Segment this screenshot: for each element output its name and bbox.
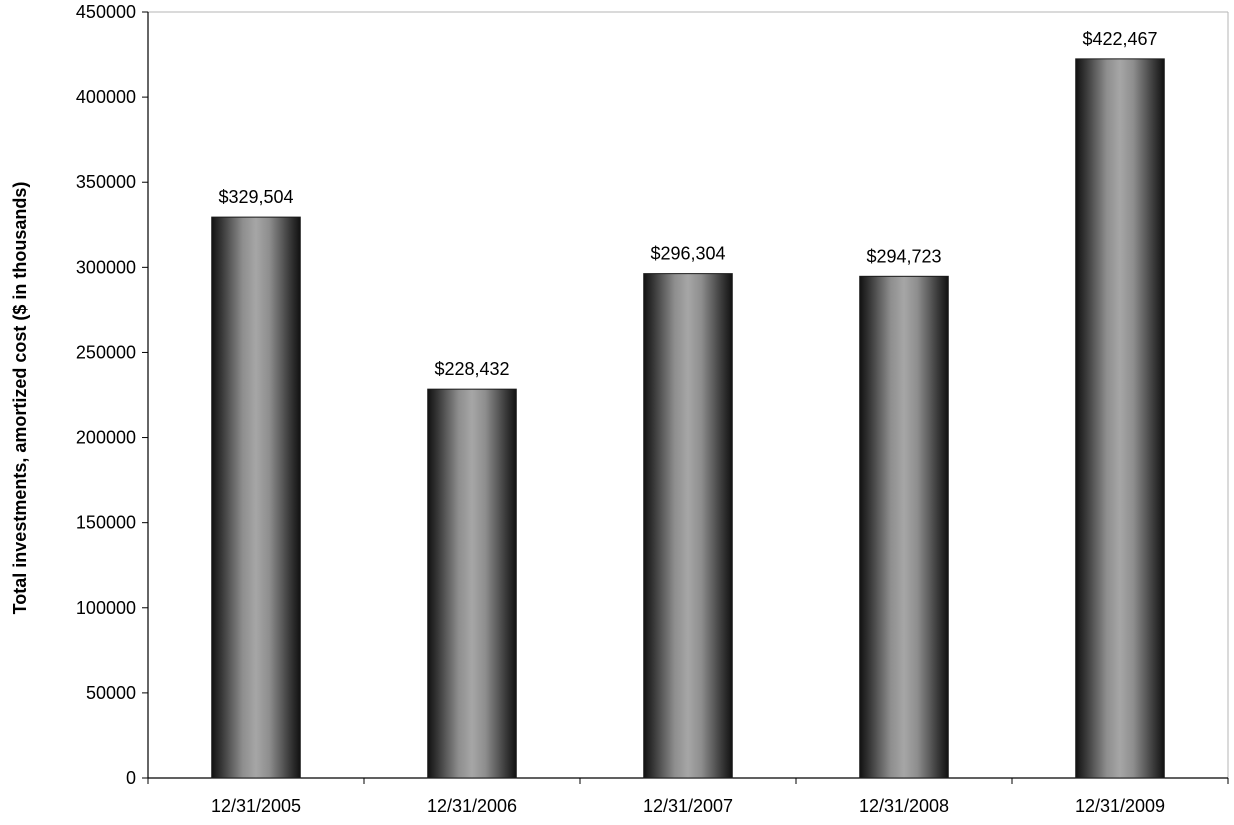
y-tick-label: 300000 bbox=[76, 257, 136, 277]
bar-value-label: $422,467 bbox=[1082, 29, 1157, 49]
x-tick-label: 12/31/2006 bbox=[427, 796, 517, 816]
bar-value-label: $296,304 bbox=[650, 244, 725, 264]
x-tick-label: 12/31/2005 bbox=[211, 796, 301, 816]
y-tick-label: 0 bbox=[126, 768, 136, 788]
x-tick-label: 12/31/2009 bbox=[1075, 796, 1165, 816]
y-axis-ticks: 0 50000 100000 150000 200000 250000 300000 3500… bbox=[76, 2, 148, 788]
data-labels: $329,504 $228,432 $296,304 $294,723 $422,467 bbox=[218, 29, 1157, 379]
y-tick-label: 150000 bbox=[76, 513, 136, 533]
y-tick-label: 350000 bbox=[76, 172, 136, 192]
x-tick-label: 12/31/2008 bbox=[859, 796, 949, 816]
y-tick-label: 250000 bbox=[76, 342, 136, 362]
bar-value-label: $228,432 bbox=[434, 359, 509, 379]
x-axis-ticks: 12/31/2005 12/31/2006 12/31/2007 12/31/2008… bbox=[147, 778, 1229, 816]
y-tick-label: 200000 bbox=[76, 428, 136, 448]
x-tick-label: 12/31/2007 bbox=[643, 796, 733, 816]
bar-3 bbox=[643, 273, 733, 779]
bar-1 bbox=[211, 216, 301, 779]
bar-5 bbox=[1075, 58, 1165, 779]
y-tick-label: 50000 bbox=[86, 683, 136, 703]
bar-2 bbox=[427, 388, 517, 779]
bar-value-label: $294,723 bbox=[866, 246, 941, 266]
y-axis-label: Total investments, amortized cost ($ in … bbox=[10, 182, 30, 615]
bar-value-label: $329,504 bbox=[218, 187, 293, 207]
y-tick-label: 100000 bbox=[76, 598, 136, 618]
y-tick-label: 400000 bbox=[76, 87, 136, 107]
y-tick-label: 450000 bbox=[76, 2, 136, 22]
bars bbox=[211, 58, 1165, 779]
bar-4 bbox=[859, 275, 949, 779]
